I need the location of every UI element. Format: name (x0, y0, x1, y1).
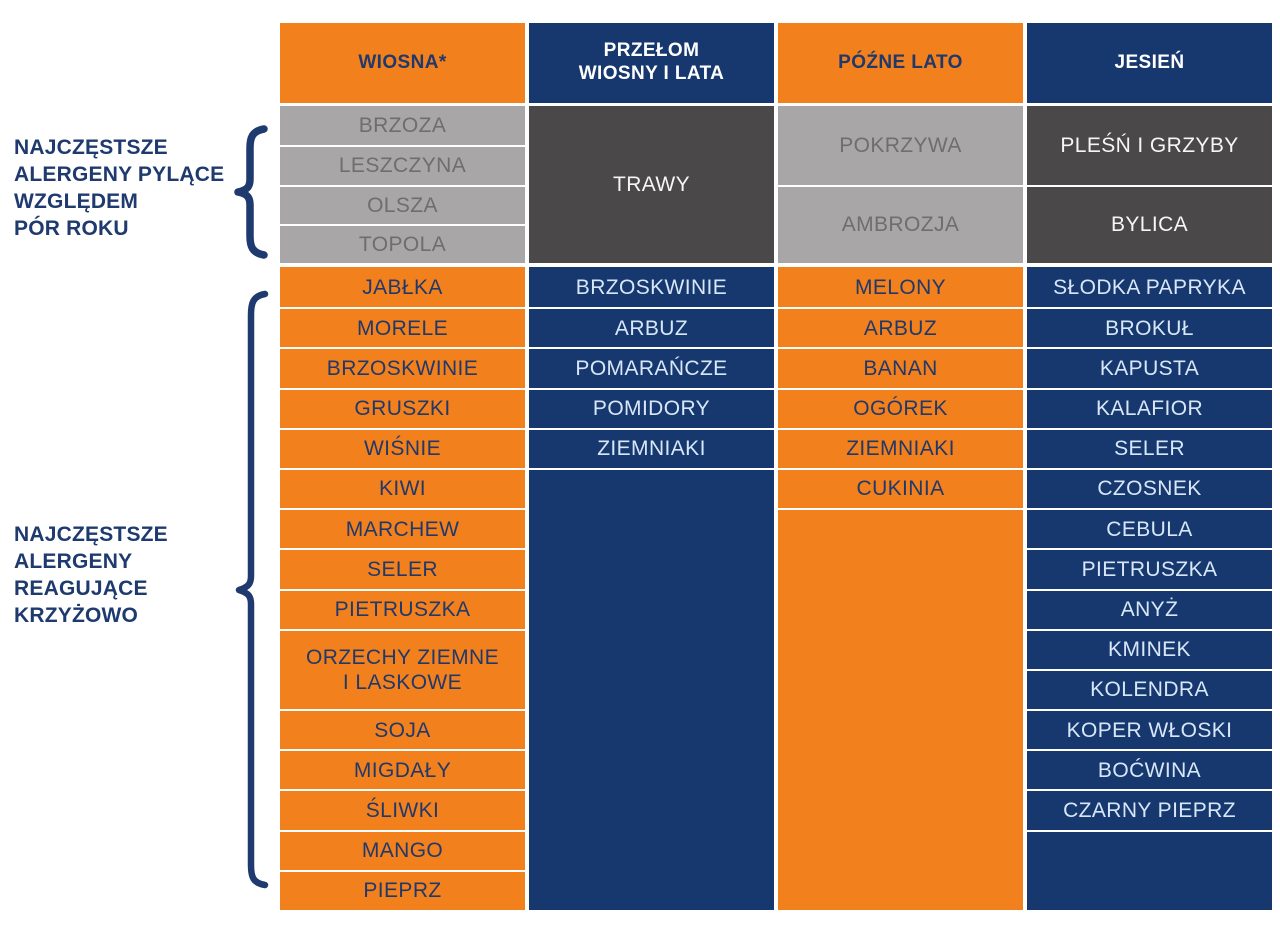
cross-cell: BRZOSKWINIE (280, 347, 525, 388)
cross-cell: KMINEK (1027, 628, 1272, 669)
cross-cell: ŚLIWKI (280, 789, 525, 830)
season-header-wiosna: WIOSNA* (280, 23, 525, 103)
cross-cell: ORZECHY ZIEMNE I LASKOWE (280, 628, 525, 710)
curly-brace-pollen-icon (234, 125, 268, 259)
curly-brace-cross-reactive-icon (235, 290, 269, 889)
pollen-column-przelom: TRAWY (529, 106, 774, 263)
empty-filler-cell (529, 467, 774, 910)
cross-cell: POMIDORY (529, 387, 774, 428)
pollen-allergens-section: BRZOZA LESZCZYNA OLSZA TOPOLA TRAWY POKR… (280, 106, 1272, 263)
cross-cell: WIŚNIE (280, 427, 525, 468)
cross-reactive-allergens-section: JABŁKA MORELE BRZOSKWINIE GRUSZKI WIŚNIE… (280, 267, 1272, 910)
cross-cell: ARBUZ (529, 307, 774, 348)
cross-cell: SELER (1027, 427, 1272, 468)
pollen-column-pozne-lato: POKRZYWA AMBROZJA (778, 106, 1023, 263)
cross-cell: CZARNY PIEPRZ (1027, 789, 1272, 830)
cross-cell: CEBULA (1027, 508, 1272, 549)
cross-column-jesien: SŁODKA PAPRYKA BROKUŁ KAPUSTA KALAFIOR S… (1027, 267, 1272, 910)
pollen-allergens-group-label: NAJCZĘSTSZE ALERGENY PYLĄCE WZGLĘDEM PÓR… (14, 136, 225, 240)
cross-cell: KIWI (280, 467, 525, 509)
cross-cell: MARCHEW (280, 508, 525, 549)
cross-cell: MANGO (280, 829, 525, 870)
cross-cell: POMARAŃCZE (529, 347, 774, 388)
cross-cell: KOLENDRA (1027, 668, 1272, 710)
cross-cell: CUKINIA (778, 467, 1023, 509)
cross-cell: BANAN (778, 347, 1023, 388)
cross-cell: MORELE (280, 307, 525, 348)
cross-cell: BROKUŁ (1027, 307, 1272, 348)
cross-cell: MELONY (778, 267, 1023, 308)
cross-cell: OGÓREK (778, 387, 1023, 428)
pollen-cell: BYLICA (1027, 184, 1272, 263)
pollen-cell: BRZOZA (280, 106, 525, 146)
empty-filler-cell (778, 508, 1023, 910)
cross-cell: SŁODKA PAPRYKA (1027, 267, 1272, 308)
cross-cell: SOJA (280, 709, 525, 750)
cross-cell: ARBUZ (778, 307, 1023, 348)
season-header-row: WIOSNA* PRZEŁOM WIOSNY I LATA PÓŹNE LATO… (280, 23, 1272, 103)
cross-cell: PIEPRZ (280, 869, 525, 910)
cross-cell: ZIEMNIAKI (778, 427, 1023, 468)
empty-filler-cell (1027, 829, 1272, 910)
pollen-cell: LESZCZYNA (280, 145, 525, 185)
season-header-pozne-lato: PÓŹNE LATO (778, 23, 1023, 103)
pollen-cell: OLSZA (280, 184, 525, 224)
pollen-column-jesien: PLEŚŃ I GRZYBY BYLICA (1027, 106, 1272, 263)
pollen-cell: PLEŚŃ I GRZYBY (1027, 106, 1272, 185)
cross-cell: ANYŻ (1027, 588, 1272, 629)
cross-column-pozne-lato: MELONY ARBUZ BANAN OGÓREK ZIEMNIAKI CUKI… (778, 267, 1023, 910)
cross-cell: ZIEMNIAKI (529, 427, 774, 468)
season-header-jesien: JESIEŃ (1027, 23, 1272, 103)
allergen-season-table: WIOSNA* PRZEŁOM WIOSNY I LATA PÓŹNE LATO… (280, 23, 1272, 910)
pollen-cell: TOPOLA (280, 223, 525, 263)
cross-cell: JABŁKA (280, 267, 525, 308)
cross-cell: KOPER WŁOSKI (1027, 709, 1272, 750)
cross-cell: GRUSZKI (280, 387, 525, 428)
season-header-przelom: PRZEŁOM WIOSNY I LATA (529, 23, 774, 103)
pollen-column-wiosna: BRZOZA LESZCZYNA OLSZA TOPOLA (280, 106, 525, 263)
cross-reactive-allergens-group-label: NAJCZĘSTSZE ALERGENY REAGUJĄCE KRZYŻOWO (14, 523, 168, 627)
pollen-cell: TRAWY (529, 106, 774, 263)
cross-cell: CZOSNEK (1027, 467, 1272, 509)
pollen-cell: AMBROZJA (778, 184, 1023, 263)
cross-cell: BRZOSKWINIE (529, 267, 774, 308)
cross-cell: KALAFIOR (1027, 387, 1272, 428)
cross-cell: BOĆWINA (1027, 749, 1272, 790)
cross-cell: PIETRUSZKA (280, 588, 525, 629)
pollen-cell: POKRZYWA (778, 106, 1023, 185)
cross-cell: PIETRUSZKA (1027, 548, 1272, 589)
cross-cell: KAPUSTA (1027, 347, 1272, 388)
cross-column-wiosna: JABŁKA MORELE BRZOSKWINIE GRUSZKI WIŚNIE… (280, 267, 525, 910)
cross-column-przelom: BRZOSKWINIE ARBUZ POMARAŃCZE POMIDORY ZI… (529, 267, 774, 910)
cross-cell: SELER (280, 548, 525, 589)
cross-cell: MIGDAŁY (280, 749, 525, 790)
